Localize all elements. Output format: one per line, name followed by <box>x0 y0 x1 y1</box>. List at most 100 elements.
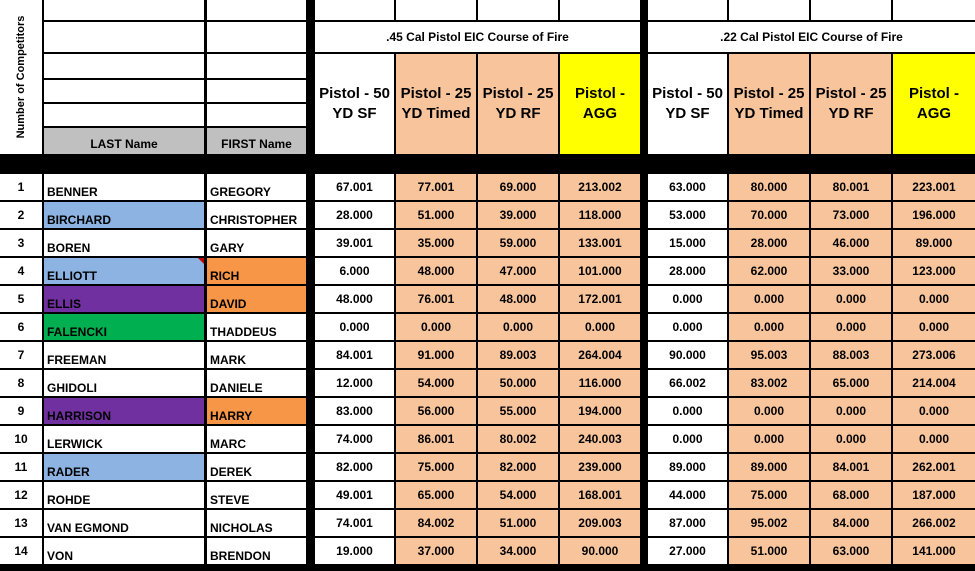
first-name-cell[interactable]: MARK <box>207 342 306 368</box>
score-cell[interactable]: 123.000 <box>893 258 975 284</box>
last-name-cell[interactable]: LERWICK <box>44 426 204 452</box>
score-cell[interactable]: 39.000 <box>478 202 558 228</box>
score-cell[interactable]: 73.000 <box>811 202 891 228</box>
score-cell[interactable]: 240.003 <box>560 426 640 452</box>
score-cell[interactable]: 65.000 <box>396 482 476 508</box>
score-cell[interactable]: 90.000 <box>560 538 640 564</box>
score-cell[interactable]: 27.000 <box>648 538 727 564</box>
score-cell[interactable]: 28.000 <box>315 202 394 228</box>
score-cell[interactable]: 69.000 <box>478 174 558 200</box>
last-name-cell[interactable]: BIRCHARD <box>44 202 204 228</box>
score-cell[interactable]: 0.000 <box>893 398 975 424</box>
score-cell[interactable]: 84.001 <box>315 342 394 368</box>
score-cell[interactable]: 172.001 <box>560 286 640 312</box>
score-cell[interactable]: 6.000 <box>315 258 394 284</box>
score-cell[interactable]: 46.000 <box>811 230 891 256</box>
last-name-cell[interactable]: RADER <box>44 454 204 480</box>
score-cell[interactable]: 0.000 <box>648 286 727 312</box>
score-cell[interactable]: 84.002 <box>396 510 476 536</box>
score-cell[interactable]: 65.000 <box>811 370 891 396</box>
score-cell[interactable]: 0.000 <box>811 314 891 340</box>
score-cell[interactable]: 68.000 <box>811 482 891 508</box>
score-cell[interactable]: 44.000 <box>648 482 727 508</box>
score-cell[interactable]: 262.001 <box>893 454 975 480</box>
score-cell[interactable]: 48.000 <box>315 286 394 312</box>
score-cell[interactable]: 83.002 <box>729 370 809 396</box>
first-name-cell[interactable]: HARRY <box>207 398 306 424</box>
score-cell[interactable]: 66.002 <box>648 370 727 396</box>
score-cell[interactable]: 89.003 <box>478 342 558 368</box>
score-cell[interactable]: 62.000 <box>729 258 809 284</box>
score-cell[interactable]: 187.000 <box>893 482 975 508</box>
score-cell[interactable]: 0.000 <box>648 426 727 452</box>
last-name-cell[interactable]: ELLIS <box>44 286 204 312</box>
header-blank-cell[interactable] <box>729 0 809 20</box>
score-cell[interactable]: 15.000 <box>648 230 727 256</box>
header-blank-cell[interactable] <box>478 0 558 20</box>
header-blank-cell[interactable] <box>315 0 394 20</box>
header-blank-cell[interactable] <box>893 0 975 20</box>
header-blank-cell[interactable] <box>44 22 204 52</box>
score-cell[interactable]: 48.000 <box>478 286 558 312</box>
score-cell[interactable]: 47.000 <box>478 258 558 284</box>
score-cell[interactable]: 95.003 <box>729 342 809 368</box>
score-cell[interactable]: 51.000 <box>729 538 809 564</box>
score-cell[interactable]: 49.001 <box>315 482 394 508</box>
header-blank-cell[interactable] <box>207 54 306 78</box>
score-cell[interactable]: 239.000 <box>560 454 640 480</box>
header-blank-cell[interactable] <box>648 0 727 20</box>
score-cell[interactable]: 0.000 <box>729 426 809 452</box>
score-cell[interactable]: 223.001 <box>893 174 975 200</box>
score-cell[interactable]: 0.000 <box>729 286 809 312</box>
header-blank-cell[interactable] <box>396 0 476 20</box>
score-cell[interactable]: 0.000 <box>478 314 558 340</box>
score-cell[interactable]: 54.000 <box>478 482 558 508</box>
score-cell[interactable]: 35.000 <box>396 230 476 256</box>
score-cell[interactable]: 90.000 <box>648 342 727 368</box>
score-cell[interactable]: 82.000 <box>315 454 394 480</box>
score-cell[interactable]: 89.000 <box>893 230 975 256</box>
score-cell[interactable]: 213.002 <box>560 174 640 200</box>
header-blank-cell[interactable] <box>44 104 204 126</box>
score-cell[interactable]: 75.000 <box>396 454 476 480</box>
score-cell[interactable]: 33.000 <box>811 258 891 284</box>
score-cell[interactable]: 63.000 <box>811 538 891 564</box>
score-cell[interactable]: 95.002 <box>729 510 809 536</box>
score-cell[interactable]: 196.000 <box>893 202 975 228</box>
score-cell[interactable]: 87.000 <box>648 510 727 536</box>
score-cell[interactable]: 116.000 <box>560 370 640 396</box>
header-blank-cell[interactable] <box>44 54 204 78</box>
score-cell[interactable]: 194.000 <box>560 398 640 424</box>
score-cell[interactable]: 74.001 <box>315 510 394 536</box>
score-cell[interactable]: 70.000 <box>729 202 809 228</box>
score-cell[interactable]: 80.000 <box>729 174 809 200</box>
header-blank-cell[interactable] <box>560 0 640 20</box>
score-cell[interactable]: 0.000 <box>893 426 975 452</box>
last-name-cell[interactable]: GHIDOLI <box>44 370 204 396</box>
score-cell[interactable]: 55.000 <box>478 398 558 424</box>
score-cell[interactable]: 91.000 <box>396 342 476 368</box>
score-cell[interactable]: 28.000 <box>648 258 727 284</box>
first-name-cell[interactable]: THADDEUS <box>207 314 306 340</box>
score-cell[interactable]: 75.000 <box>729 482 809 508</box>
score-cell[interactable]: 88.003 <box>811 342 891 368</box>
header-blank-cell[interactable] <box>207 22 306 52</box>
last-name-cell[interactable]: HARRISON <box>44 398 204 424</box>
score-cell[interactable]: 0.000 <box>648 398 727 424</box>
first-name-cell[interactable]: MARC <box>207 426 306 452</box>
score-cell[interactable]: 89.000 <box>729 454 809 480</box>
score-cell[interactable]: 67.001 <box>315 174 394 200</box>
first-name-cell[interactable]: GREGORY <box>207 174 306 200</box>
score-cell[interactable]: 39.001 <box>315 230 394 256</box>
score-cell[interactable]: 264.004 <box>560 342 640 368</box>
first-name-cell[interactable]: BRENDON <box>207 538 306 564</box>
header-blank-cell[interactable] <box>44 0 204 20</box>
last-name-cell[interactable]: FALENCKI <box>44 314 204 340</box>
score-cell[interactable]: 0.000 <box>396 314 476 340</box>
header-blank-cell[interactable] <box>207 80 306 102</box>
score-cell[interactable]: 118.000 <box>560 202 640 228</box>
score-cell[interactable]: 0.000 <box>729 314 809 340</box>
score-cell[interactable]: 0.000 <box>893 314 975 340</box>
score-cell[interactable]: 56.000 <box>396 398 476 424</box>
first-name-cell[interactable]: STEVE <box>207 482 306 508</box>
